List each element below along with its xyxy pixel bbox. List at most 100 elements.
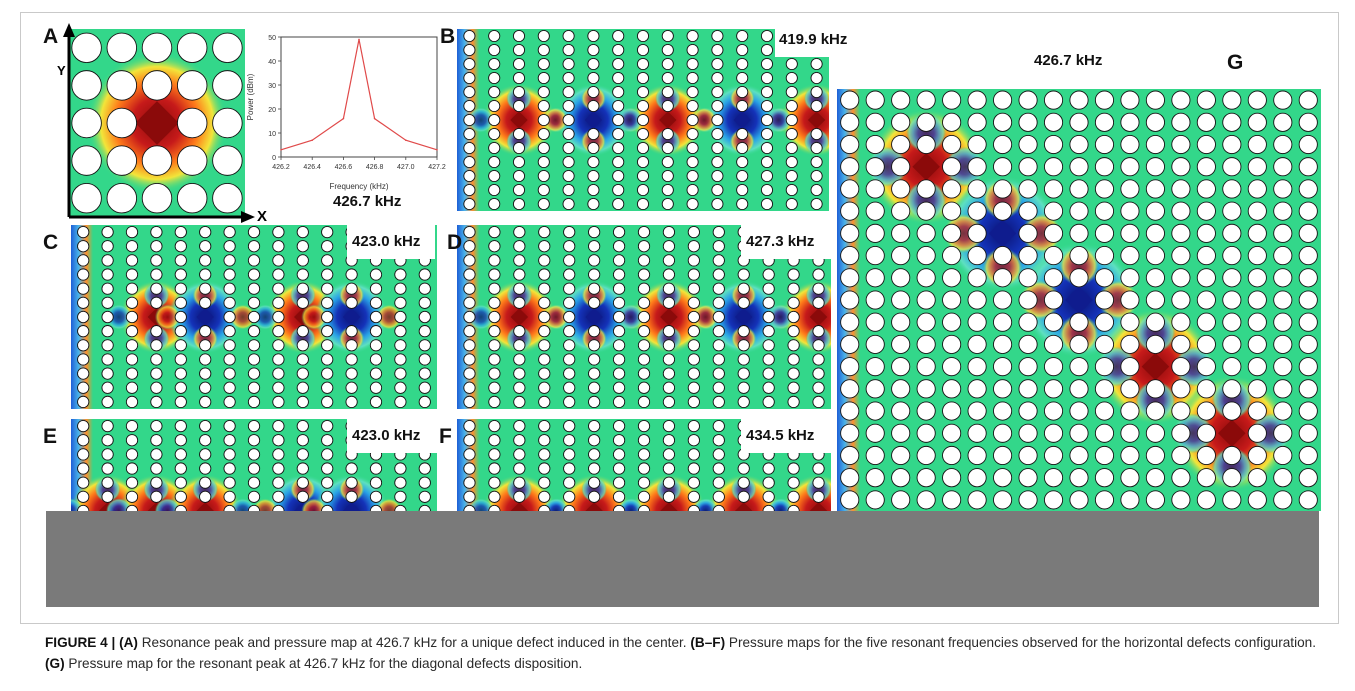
lattice-hole: [563, 268, 576, 281]
lattice-hole: [711, 71, 724, 85]
lattice-hole: [488, 268, 501, 281]
lattice-hole: [563, 240, 576, 253]
lattice-hole: [512, 43, 526, 57]
lobe: [338, 326, 365, 352]
lattice-hole: [661, 155, 674, 169]
lattice-hole: [661, 141, 674, 155]
lattice-hole: [686, 113, 699, 127]
lattice-hole: [563, 504, 576, 511]
lattice-hole: [174, 462, 187, 475]
lattice-hole: [176, 107, 208, 139]
lattice-hole: [916, 134, 936, 155]
lattice-hole: [762, 296, 775, 309]
lattice-hole: [1069, 90, 1089, 110]
lattice-hole: [588, 448, 601, 461]
lattice-hole: [1196, 179, 1216, 199]
lattice-hole: [563, 434, 576, 447]
lattice-hole: [762, 462, 775, 475]
lattice-hole: [711, 43, 724, 57]
lattice-hole: [865, 423, 885, 443]
lattice-hole: [687, 353, 700, 366]
lattice-hole: [538, 282, 551, 295]
lattice-hole: [174, 504, 187, 511]
lattice-hole: [174, 490, 187, 503]
lattice-hole: [712, 367, 725, 380]
lattice-hole: [942, 112, 962, 132]
lattice-hole: [661, 127, 674, 141]
lattice-hole: [537, 127, 550, 141]
lattice-hole: [174, 353, 187, 366]
lattice-hole: [101, 476, 114, 489]
lattice-hole: [636, 183, 650, 197]
lattice-hole: [916, 246, 936, 266]
lattice-hole: [785, 141, 798, 155]
lattice-hole: [812, 462, 825, 475]
lattice-hole: [737, 296, 750, 309]
lattice-hole: [538, 476, 551, 489]
lattice-hole: [587, 183, 600, 197]
lattice-hole: [587, 169, 600, 183]
lattice-hole: [810, 85, 823, 99]
lattice-hole: [174, 254, 187, 267]
lattice-hole: [736, 85, 749, 99]
lattice-hole: [247, 296, 261, 309]
lattice-hole: [513, 419, 526, 433]
lattice-hole: [247, 254, 261, 267]
lattice-hole: [418, 268, 431, 281]
lattice-hole: [1094, 379, 1115, 399]
lattice-hole: [787, 339, 800, 352]
lattice-hole: [463, 367, 476, 380]
lattice-hole: [77, 434, 90, 447]
chart-plot-area: [280, 36, 438, 158]
lattice-hole: [174, 325, 187, 338]
lattice-hole: [1247, 223, 1267, 243]
lattice-hole: [916, 334, 936, 354]
lattice-hole: [513, 339, 526, 352]
lattice-hole: [662, 448, 676, 461]
lattice-hole: [588, 268, 601, 281]
lattice-hole: [150, 268, 163, 281]
lattice-hole: [865, 90, 885, 110]
lattice-hole: [174, 381, 187, 394]
lattice-hole: [538, 490, 551, 503]
lattice-hole: [891, 312, 911, 332]
lattice-hole: [1273, 490, 1293, 510]
lattice-hole: [394, 325, 407, 338]
lattice-hole: [736, 183, 749, 197]
panel-c-frequency: 423.0 kHz: [352, 233, 420, 250]
lattice-hole: [150, 254, 163, 267]
lattice-hole: [463, 99, 476, 113]
lattice-hole: [891, 490, 911, 510]
lattice-hole: [488, 29, 501, 43]
lattice-hole: [787, 476, 800, 489]
lattice-hole: [762, 310, 775, 324]
lattice-hole: [463, 490, 476, 503]
lattice-hole: [223, 325, 236, 338]
lattice-hole: [942, 179, 962, 199]
lattice-hole: [993, 357, 1013, 377]
panel-g-frequency: 426.7 kHz: [1034, 52, 1102, 69]
lattice-hole: [687, 225, 700, 239]
lattice-hole: [711, 113, 724, 127]
lattice-hole: [176, 70, 208, 101]
lattice-hole: [296, 296, 309, 309]
lattice-hole: [993, 445, 1013, 466]
lattice-hole: [1247, 268, 1267, 288]
lattice-hole: [737, 339, 750, 352]
lattice-hole: [712, 296, 725, 309]
lattice-hole: [637, 325, 651, 338]
lattice-hole: [840, 112, 860, 132]
lattice-hole: [1298, 246, 1318, 266]
lattice-hole: [588, 434, 601, 447]
lattice-hole: [563, 254, 576, 267]
lattice-hole: [612, 367, 626, 380]
lattice-hole: [785, 197, 798, 211]
lattice-hole: [513, 268, 526, 281]
lattice-hole: [272, 504, 285, 511]
lattice-hole: [711, 85, 724, 99]
figure-canvas: Y X A 0 10 20 30 40 50 426.2 426.4 426.6 426.8 427…: [43, 19, 1321, 607]
lattice-hole: [1222, 357, 1242, 377]
lobe: [1135, 312, 1176, 353]
lattice-hole: [736, 141, 749, 155]
lattice-hole: [687, 476, 700, 489]
